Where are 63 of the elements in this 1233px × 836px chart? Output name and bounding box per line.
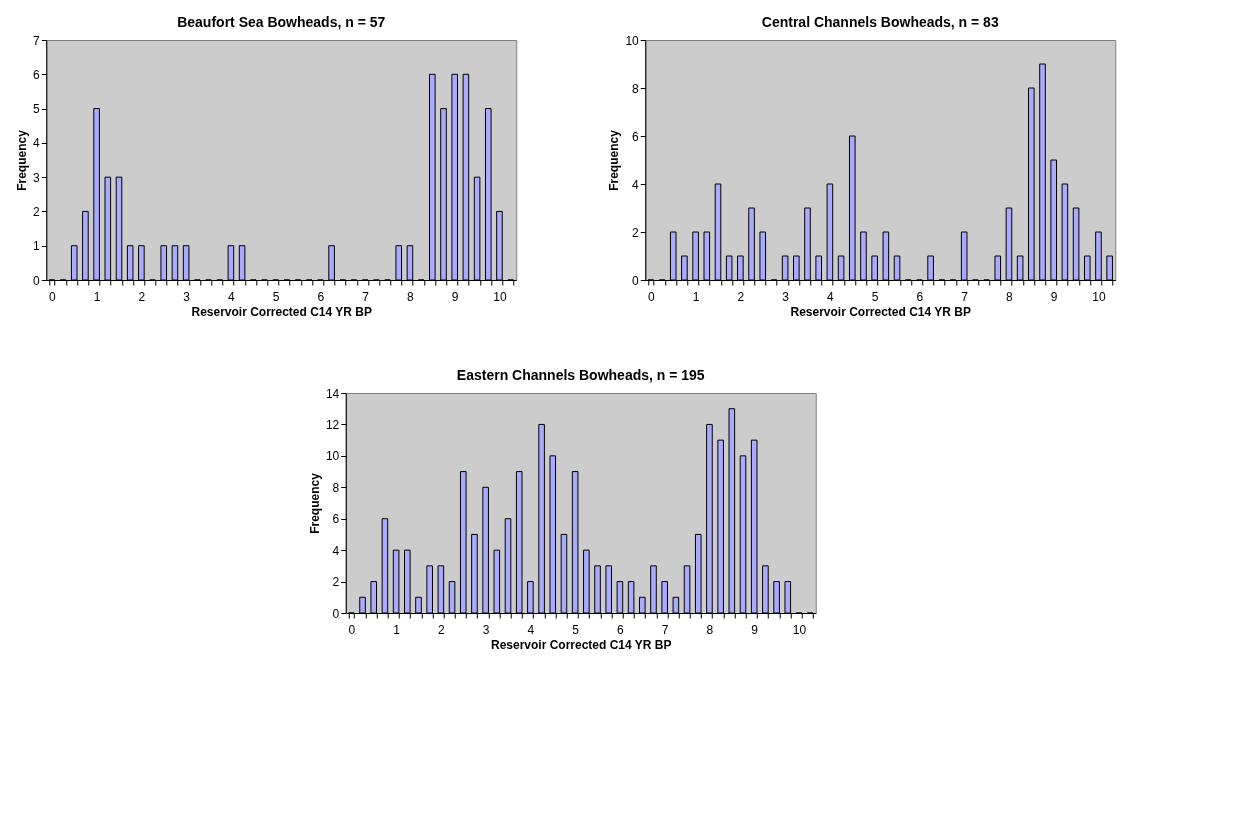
y-tick-label: 2 bbox=[33, 204, 41, 219]
x-tick-label: 4 bbox=[228, 289, 236, 304]
x-tick-label: 9 bbox=[751, 622, 759, 637]
y-tick-label: 10 bbox=[625, 33, 640, 48]
x-tick-label: 0 bbox=[348, 622, 356, 637]
y-tick-label: 4 bbox=[33, 136, 41, 151]
y-tick-label: 6 bbox=[332, 512, 340, 527]
x-tick-label: 2 bbox=[138, 289, 146, 304]
chart-title: Central Channels Bowheads, n = 83 bbox=[761, 14, 999, 30]
x-tick-label: 9 bbox=[451, 289, 459, 304]
x-tick-label: 8 bbox=[407, 289, 415, 304]
x-tick-label: 9 bbox=[1050, 289, 1058, 304]
y-axis-title: Frequency bbox=[607, 129, 622, 191]
y-tick-label: 14 bbox=[325, 386, 340, 401]
y-tick-label: 8 bbox=[632, 81, 640, 96]
y-tick-label: 1 bbox=[33, 239, 41, 254]
x-tick-label: 10 bbox=[1092, 289, 1106, 304]
y-tick-label: 0 bbox=[332, 606, 340, 621]
y-tick-label: 4 bbox=[332, 543, 340, 558]
y-tick-label: 8 bbox=[332, 480, 340, 495]
y-tick-label: 4 bbox=[632, 177, 640, 192]
x-tick-label: 1 bbox=[393, 622, 401, 637]
y-axis-title: Frequency bbox=[307, 472, 322, 534]
x-tick-label: 10 bbox=[493, 289, 507, 304]
x-tick-label: 6 bbox=[617, 622, 625, 637]
y-tick-label: 10 bbox=[325, 449, 340, 464]
x-tick-label: 0 bbox=[648, 289, 655, 304]
x-tick-label: 10 bbox=[792, 622, 807, 637]
x-tick-label: 4 bbox=[527, 622, 535, 637]
x-axis-title: Reservoir Corrected C14 YR BP bbox=[790, 304, 972, 319]
x-tick-label: 7 bbox=[961, 289, 969, 304]
y-tick-label: 7 bbox=[33, 33, 41, 48]
chart-title: Eastern Channels Bowheads, n = 195 bbox=[456, 367, 705, 383]
y-tick-label: 12 bbox=[325, 417, 340, 432]
x-tick-label: 2 bbox=[438, 622, 446, 637]
y-tick-label: 3 bbox=[33, 170, 41, 185]
x-tick-label: 5 bbox=[272, 289, 280, 304]
y-tick-label: 2 bbox=[632, 225, 640, 240]
x-tick-label: 8 bbox=[706, 622, 714, 637]
x-tick-label: 4 bbox=[827, 289, 835, 304]
y-tick-label: 0 bbox=[33, 273, 41, 288]
y-tick-label: 6 bbox=[33, 67, 41, 82]
x-tick-label: 7 bbox=[661, 622, 669, 637]
x-axis-title: Reservoir Corrected C14 YR BP bbox=[490, 637, 672, 652]
x-tick-label: 5 bbox=[871, 289, 879, 304]
y-tick-label: 5 bbox=[33, 102, 41, 117]
y-tick-label: 6 bbox=[632, 129, 640, 144]
x-tick-label: 8 bbox=[1006, 289, 1014, 304]
chart-title: Beaufort Sea Bowheads, n = 57 bbox=[177, 14, 386, 30]
x-tick-label: 1 bbox=[93, 289, 101, 304]
x-tick-label: 3 bbox=[482, 622, 490, 637]
x-tick-label: 3 bbox=[183, 289, 191, 304]
x-tick-label: 5 bbox=[572, 622, 580, 637]
x-tick-label: 1 bbox=[692, 289, 700, 304]
x-tick-label: 7 bbox=[362, 289, 370, 304]
y-tick-label: 2 bbox=[332, 575, 340, 590]
y-tick-label: 0 bbox=[632, 273, 640, 288]
y-axis-title: Frequency bbox=[15, 129, 30, 191]
x-tick-label: 2 bbox=[737, 289, 745, 304]
x-tick-label: 0 bbox=[49, 289, 56, 304]
x-tick-label: 3 bbox=[782, 289, 790, 304]
x-tick-label: 6 bbox=[916, 289, 924, 304]
x-axis-title: Reservoir Corrected C14 YR BP bbox=[191, 304, 373, 319]
